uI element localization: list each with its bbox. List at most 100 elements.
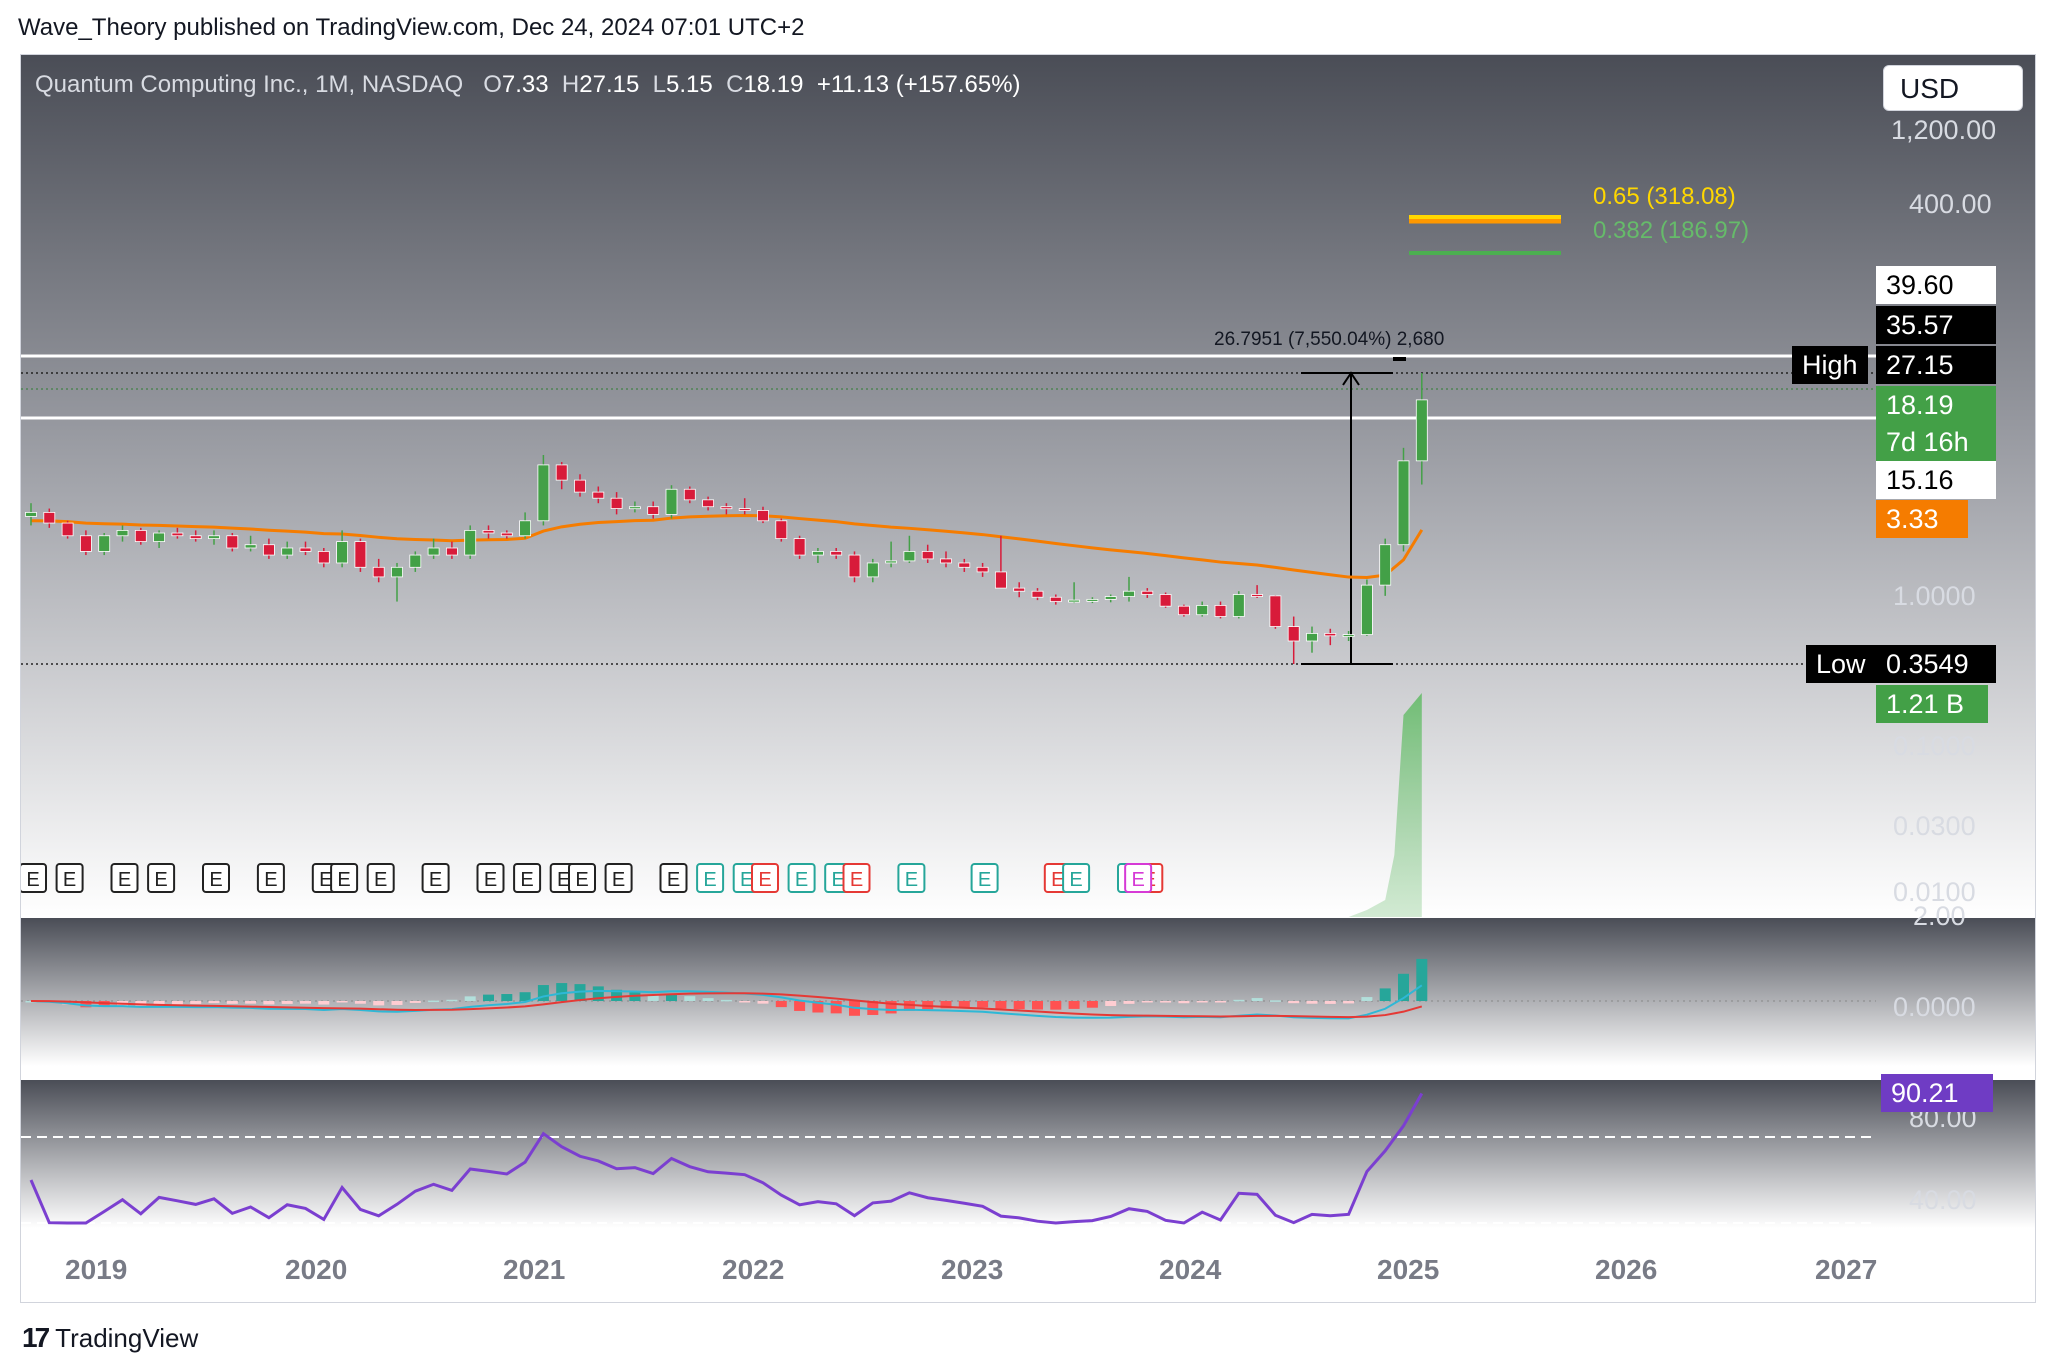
earnings-label: E — [337, 869, 350, 891]
rsi-line — [29, 1092, 1424, 1225]
candle-body — [1159, 594, 1172, 607]
candle-body — [665, 488, 678, 515]
earnings-box — [604, 863, 633, 893]
macd-histogram-bar — [208, 1001, 220, 1004]
macd-histogram-bar — [336, 1001, 348, 1003]
volume-area — [1348, 693, 1422, 917]
candle — [1397, 447, 1410, 552]
macd-histogram-bar — [1398, 973, 1409, 1001]
chart-area[interactable]: EEEEEEEEEEEEEEEEEEEEEEEEEEEEE Quantum Co… — [20, 54, 2036, 1303]
candle — [1379, 538, 1392, 596]
candle — [1306, 626, 1318, 653]
macd-histogram-bar — [1141, 1001, 1153, 1003]
earnings-marker: E — [604, 863, 633, 893]
candle — [519, 512, 532, 539]
earnings-box — [21, 863, 47, 893]
candle-body — [134, 529, 147, 542]
earnings-box — [1062, 863, 1091, 893]
earnings-label: E — [740, 869, 753, 891]
candle-body — [482, 529, 495, 534]
ema-badge: 3.33 — [1876, 500, 1968, 538]
candle-body — [1086, 598, 1099, 602]
macd-histogram-bar — [446, 999, 458, 1002]
macd-tick-zero: 0.0000 — [1893, 992, 1976, 1022]
candle-body — [629, 506, 641, 510]
earnings-label: E — [557, 869, 570, 891]
candle — [1031, 588, 1044, 601]
candle — [555, 462, 568, 490]
candle — [1415, 373, 1428, 485]
earnings-label: E — [118, 869, 131, 891]
earnings-marker: E — [787, 863, 816, 893]
candle-body — [610, 497, 623, 509]
candle — [537, 454, 550, 526]
candle — [592, 486, 605, 504]
macd-histogram-bar — [1160, 1001, 1172, 1003]
candle-body — [1342, 634, 1355, 638]
earnings-label: E — [612, 869, 625, 891]
candle-body — [427, 547, 440, 556]
candle-body — [1013, 587, 1026, 592]
candle-body — [445, 547, 458, 556]
candle — [244, 535, 257, 552]
earnings-marker: E — [147, 863, 176, 893]
candle — [281, 541, 294, 559]
time-tick: 2019 — [65, 1254, 128, 1285]
candle-body — [866, 562, 879, 578]
candle-body — [1031, 590, 1044, 598]
macd-histogram-bar — [1379, 988, 1391, 1001]
currency-button[interactable]: USD — [1883, 65, 2023, 111]
candle — [629, 501, 641, 513]
candle — [43, 508, 56, 528]
earnings-marker: E — [421, 863, 450, 893]
earnings-label: E — [1069, 869, 1082, 891]
macd-histogram-bar — [428, 1000, 440, 1003]
candle — [720, 503, 733, 515]
candle — [1068, 582, 1080, 604]
earnings-marker: E — [751, 863, 779, 893]
candle-body — [921, 551, 934, 560]
candle-body — [738, 508, 751, 511]
macd-histogram-bar — [1086, 1001, 1098, 1008]
macd-histogram-bar — [373, 1001, 385, 1006]
price-tick: 1.0000 — [1893, 581, 1976, 611]
candle — [866, 558, 879, 583]
time-tick: 2026 — [1595, 1254, 1658, 1285]
earnings-label: E — [209, 869, 222, 891]
candle — [683, 486, 696, 504]
candle-body — [1104, 596, 1117, 600]
earnings-marker: E — [256, 863, 285, 893]
chart-canvas[interactable]: EEEEEEEEEEEEEEEEEEEEEEEEEEEEE — [21, 55, 2035, 1302]
macd-histogram-bar — [1233, 999, 1245, 1002]
macd-histogram-bar — [1416, 958, 1428, 1001]
candle — [1232, 591, 1245, 619]
macd-histogram-bar — [537, 985, 549, 1001]
earnings-box — [696, 863, 725, 893]
candle — [208, 530, 220, 545]
earnings-label: E — [832, 869, 845, 891]
candle — [262, 538, 275, 559]
footer-brand: TradingView — [55, 1322, 199, 1353]
macd-histogram-bar — [702, 998, 714, 1001]
macd-histogram-bar — [1269, 1000, 1281, 1002]
candle — [1086, 597, 1099, 604]
macd-histogram-bar — [1178, 1001, 1190, 1004]
low-label: Low — [1806, 645, 1876, 683]
earnings-box — [330, 863, 359, 893]
ema-line — [30, 513, 1424, 579]
candle-body — [409, 554, 422, 568]
macd-histogram-bar — [318, 1001, 330, 1005]
candle-body — [171, 532, 184, 537]
macd-histogram-bar — [794, 1001, 806, 1011]
time-tick: 2021 — [503, 1254, 566, 1285]
candle — [464, 525, 477, 559]
low-value: 5.15 — [666, 71, 713, 98]
candle-body — [1123, 590, 1135, 597]
macd-histogram-bar — [940, 1001, 952, 1009]
candle — [226, 533, 239, 552]
price-badge-35-57: 35.57 — [1876, 306, 1996, 344]
candle — [903, 535, 916, 563]
candle — [976, 562, 989, 577]
candle-body — [336, 541, 349, 564]
candle-body — [25, 511, 37, 517]
